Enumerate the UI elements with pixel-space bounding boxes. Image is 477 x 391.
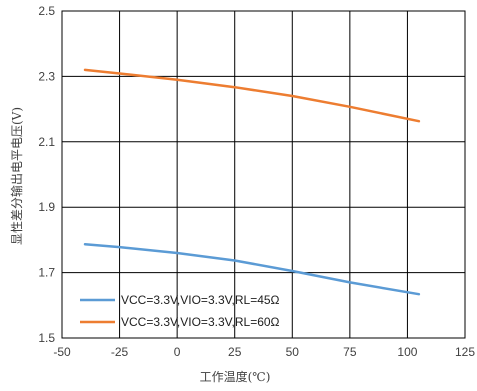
x-tick-label: 100 [397, 345, 417, 359]
x-tick-label: -50 [53, 345, 71, 359]
series-line [83, 242, 421, 296]
series-lines [83, 68, 421, 296]
y-tick-label: 1.7 [38, 266, 55, 280]
y-tick-label: 1.5 [38, 331, 55, 345]
series-line [83, 68, 421, 123]
legend-label: VCC=3.3V,VIO=3.3V,RL=45Ω [121, 293, 280, 307]
tick-labels: -50 -25 0 25 50 75 100 125 1.5 1.7 1.9 2.1 2.3 2.5 [38, 4, 475, 359]
x-tick-label: 0 [174, 345, 181, 359]
plot-border [61, 10, 466, 339]
y-tick-label: 2.5 [38, 4, 55, 18]
legend-item: VCC=3.3V,VIO=3.3V,RL=45Ω [80, 293, 280, 307]
grid [61, 10, 466, 339]
legend-label: VCC=3.3V,VIO=3.3V,RL=60Ω [121, 315, 280, 329]
y-axis-title: 显性差分输出电平电压(V) [9, 107, 24, 245]
y-tick-label: 2.3 [38, 69, 55, 83]
x-axis-title: 工作温度(℃) [200, 369, 271, 384]
x-tick-label: 75 [343, 345, 357, 359]
y-tick-label: 1.9 [38, 200, 55, 214]
legend: VCC=3.3V,VIO=3.3V,RL=45Ω VCC=3.3V,VIO=3.… [80, 293, 280, 329]
x-tick-label: -25 [111, 345, 129, 359]
plot-area [61, 10, 466, 339]
x-tick-label: 50 [286, 345, 300, 359]
x-tick-label: 125 [455, 345, 475, 359]
x-tick-label: 25 [228, 345, 242, 359]
y-tick-label: 2.1 [38, 135, 55, 149]
legend-item: VCC=3.3V,VIO=3.3V,RL=60Ω [80, 315, 280, 329]
